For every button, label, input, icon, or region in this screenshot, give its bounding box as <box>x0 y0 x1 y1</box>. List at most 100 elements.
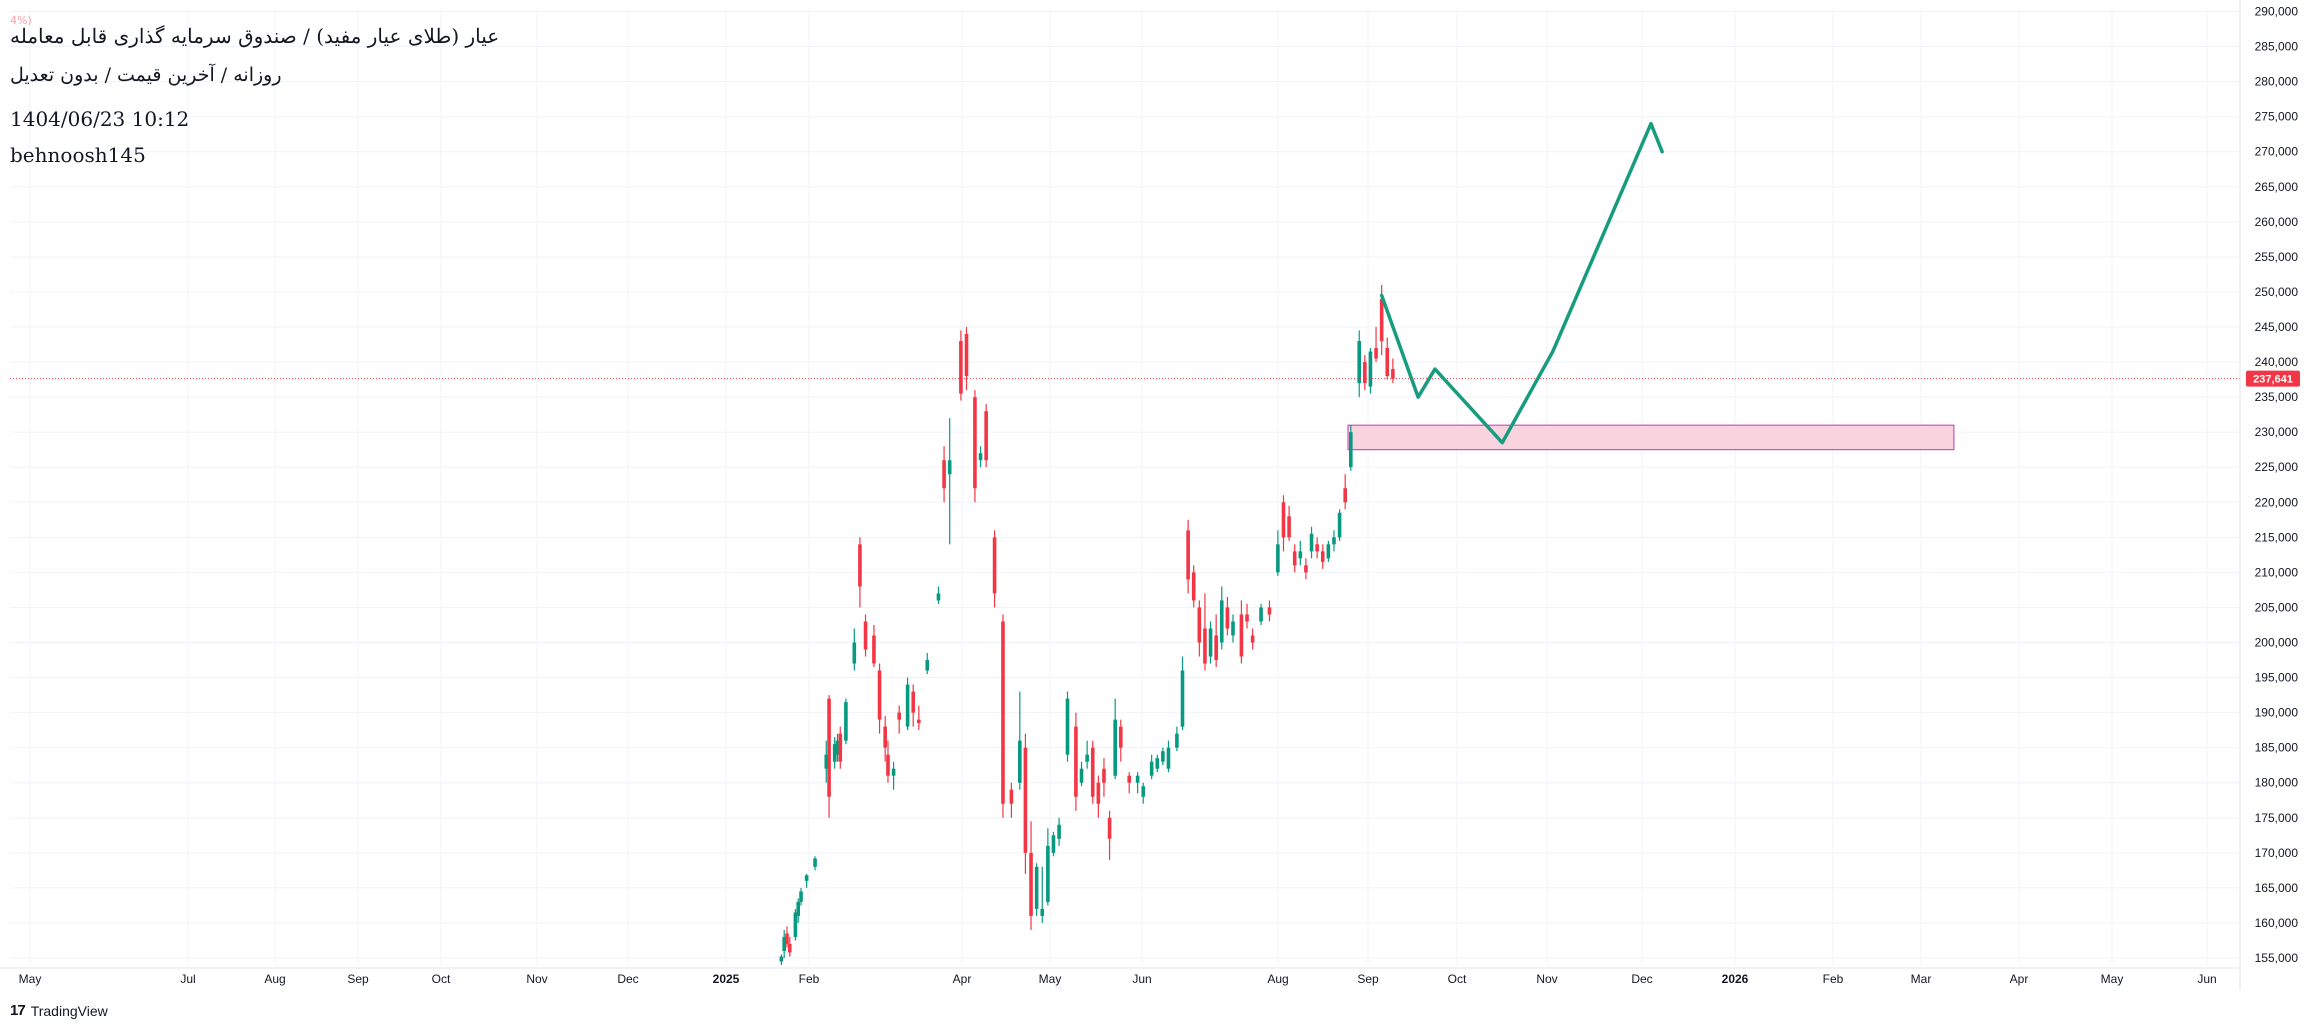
candle-body <box>1304 565 1308 573</box>
candle-body <box>782 936 786 951</box>
candle-body <box>1259 607 1263 622</box>
candle <box>1332 530 1336 552</box>
time-tick-label: Oct <box>1448 972 1467 986</box>
candle-body <box>1149 761 1154 776</box>
price-tick-label: 190,000 <box>2255 706 2299 720</box>
candle <box>877 663 882 734</box>
candle-body <box>1191 572 1196 601</box>
candle-body <box>1292 551 1297 566</box>
time-tick-label: Dec <box>617 972 638 986</box>
chart-settings-line: روزانه / آخرین قیمت / بدون تعدیل <box>10 64 282 86</box>
candle-body <box>1085 754 1089 762</box>
time-tick-label: May <box>1039 972 1062 986</box>
candle <box>1090 740 1095 804</box>
projection-path[interactable] <box>1379 121 1664 445</box>
candle <box>1096 775 1101 818</box>
candle-body <box>1018 740 1022 783</box>
candle <box>835 733 840 762</box>
chart-grid <box>10 8 2240 965</box>
candle-body <box>1379 298 1384 342</box>
candle <box>897 705 901 734</box>
candle <box>1113 698 1117 780</box>
candle-body <box>1203 628 1207 664</box>
tradingview-logo-text: TradingView <box>30 1002 108 1019</box>
price-tick-label: 255,000 <box>2255 250 2299 264</box>
time-tick-label: Jun <box>1132 972 1151 986</box>
candle-body <box>1135 775 1140 783</box>
candle <box>813 856 817 871</box>
price-tick-label: 220,000 <box>2255 495 2299 509</box>
candle-body <box>1186 530 1190 580</box>
candle <box>796 898 801 923</box>
candle <box>1326 540 1331 562</box>
symbol-title[interactable]: عیار (طلای عیار مفید) / صندوق سرمایه گذا… <box>10 24 500 48</box>
candle <box>1102 758 1106 797</box>
candle-body <box>1155 758 1160 769</box>
time-tick-label: Aug <box>1267 972 1288 986</box>
candle <box>1107 810 1112 860</box>
candle <box>852 628 857 671</box>
candle <box>1135 772 1140 794</box>
candle-body <box>1281 502 1286 538</box>
candle <box>1180 656 1185 731</box>
candle-body <box>1001 621 1005 804</box>
time-axis: May Jul Aug Sep Oct Nov Dec 2025 Feb Apr May Jun Aug… <box>0 967 2240 986</box>
candle-body <box>785 933 789 944</box>
candle-body <box>1332 537 1336 545</box>
candle-body <box>1363 362 1367 384</box>
candle-body <box>891 768 896 776</box>
chart-datetime: 1404/06/23 10:12 <box>10 107 190 131</box>
candle-body <box>799 891 803 902</box>
candle <box>1046 828 1050 906</box>
candle <box>827 695 831 818</box>
price-tick-label: 230,000 <box>2255 425 2299 439</box>
candle-body <box>905 684 910 727</box>
candle-body <box>1102 768 1106 783</box>
candle-body <box>1385 348 1390 377</box>
candle <box>1009 782 1014 818</box>
candle <box>1231 614 1235 643</box>
candle-body <box>1074 726 1078 797</box>
candle <box>1051 831 1056 857</box>
candle <box>1079 761 1084 787</box>
price-tick-label: 195,000 <box>2255 671 2299 685</box>
candle-body <box>832 744 837 762</box>
candle <box>863 614 868 657</box>
candle-body <box>1374 348 1378 359</box>
price-tick-label: 250,000 <box>2255 285 2299 299</box>
time-tick-label: Sep <box>347 972 369 986</box>
candle <box>905 677 910 731</box>
author-name: behnoosh145 <box>10 143 146 167</box>
candle <box>1287 505 1291 541</box>
candle-body <box>1231 621 1235 636</box>
candle-body <box>1320 551 1325 562</box>
candle-body <box>1034 866 1039 909</box>
candle-body <box>844 702 848 741</box>
price-tick-label: 290,000 <box>2255 5 2299 19</box>
candle <box>1239 600 1244 664</box>
time-tick-label: Nov <box>1536 972 1557 986</box>
candle <box>1276 530 1280 576</box>
candle-body <box>1046 845 1050 902</box>
price-tick-label: 235,000 <box>2255 390 2299 404</box>
candle-body <box>925 660 930 671</box>
candle-body <box>1239 614 1244 657</box>
price-tick-label: 205,000 <box>2255 600 2299 614</box>
support-zone[interactable] <box>1347 424 1955 451</box>
price-tick-label: 175,000 <box>2255 811 2299 825</box>
price-tick-label: 225,000 <box>2255 460 2299 474</box>
candle <box>925 653 930 675</box>
candle <box>1343 474 1347 510</box>
candle-body <box>1090 747 1095 797</box>
candle <box>1363 355 1367 391</box>
time-tick-label: Dec <box>1631 972 1652 986</box>
candle <box>1141 782 1146 804</box>
time-tick-label: May <box>2101 972 2124 986</box>
candle <box>1225 596 1230 636</box>
candle-body <box>1079 768 1084 783</box>
tradingview-logo[interactable]: 17 TradingView <box>10 1002 108 1019</box>
candle <box>917 705 921 731</box>
candle-body <box>796 901 801 916</box>
candle-body <box>1175 733 1179 748</box>
